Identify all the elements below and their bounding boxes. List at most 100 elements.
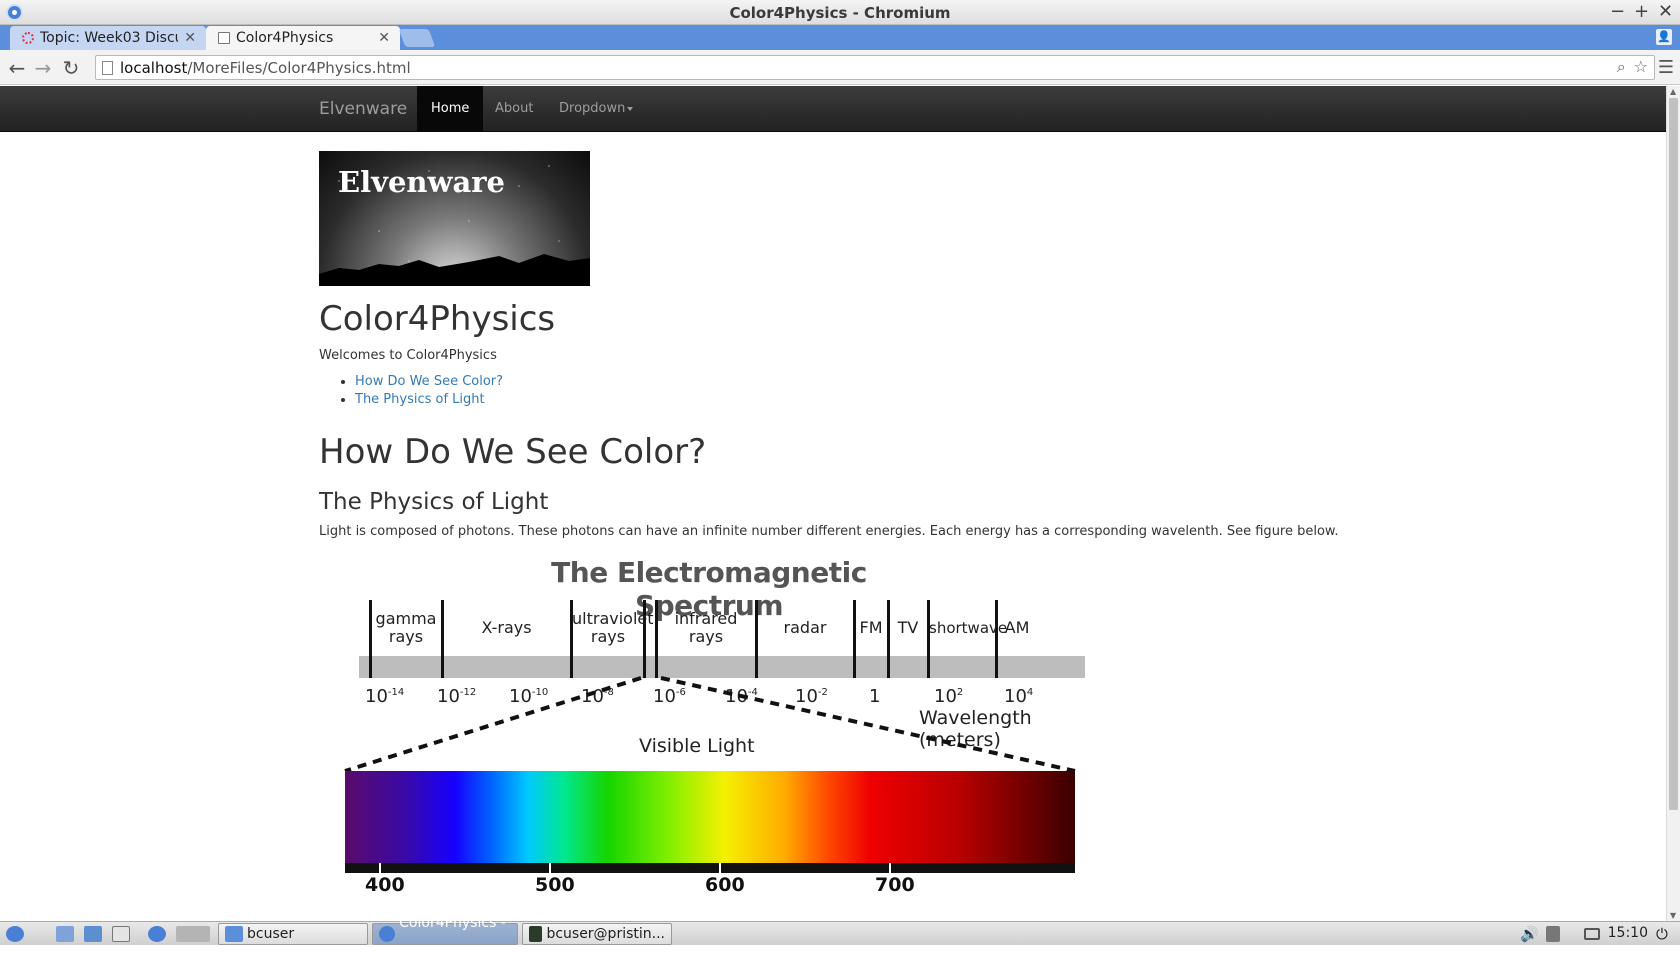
reload-icon[interactable]: ↻ — [62, 56, 80, 80]
band-label-am: AM — [1004, 618, 1030, 637]
desktop-icon[interactable] — [176, 924, 214, 944]
band-label-radar: radar — [783, 618, 827, 637]
wavelength-tick: 10-2 — [795, 686, 828, 707]
maximize-icon[interactable]: + — [1634, 1, 1650, 22]
site-navbar: Elvenware Home About Dropdown — [0, 86, 1666, 132]
page-icon — [218, 32, 230, 44]
url-text[interactable]: localhost/MoreFiles/Color4Physics.html — [120, 59, 411, 77]
network-icon[interactable] — [84, 924, 106, 944]
em-spectrum-figure: The Electromagnetic Spectrum gamma rays X… — [319, 556, 1099, 921]
toc-link-see-color[interactable]: How Do We See Color? — [355, 374, 504, 389]
section-heading-physics-light: The Physics of Light — [319, 489, 549, 515]
address-bar[interactable]: localhost/MoreFiles/Color4Physics.html ⌕… — [95, 55, 1655, 80]
profile-icon[interactable]: 👤 — [1656, 29, 1672, 45]
wavelength-tick: 10-14 — [365, 686, 405, 707]
chromium-icon — [379, 926, 396, 942]
terminal-icon — [529, 926, 543, 942]
page-title: Color4Physics — [319, 299, 556, 339]
tab-strip: Topic: Week03 Discu ✕ Color4Physics ✕ 👤 — [0, 25, 1680, 50]
scroll-down-icon[interactable]: ▼ — [1670, 911, 1677, 920]
caret-down-icon — [627, 106, 634, 111]
volume-icon[interactable]: 🔊 — [1520, 925, 1539, 943]
list-item: The Physics of Light — [355, 392, 503, 410]
clock: 15:10 — [1607, 925, 1648, 941]
page-info-icon[interactable] — [102, 61, 113, 75]
wavelength-tick: 1 — [869, 686, 881, 707]
visible-light-label: Visible Light — [639, 735, 755, 757]
band-divider — [655, 600, 658, 678]
navbar-brand[interactable]: Elvenware — [319, 99, 408, 119]
window-titlebar: Color4Physics - Chromium − + ✕ — [0, 0, 1680, 25]
visible-tick-label: 600 — [705, 874, 745, 896]
tab-close-icon[interactable]: ✕ — [378, 30, 390, 46]
search-icon[interactable]: ⌕ — [1616, 57, 1626, 76]
toc-list: How Do We See Color? The Physics of Ligh… — [355, 374, 503, 410]
zoom-dashed-lines — [344, 676, 1076, 773]
window-switch-icon[interactable] — [1584, 924, 1604, 944]
window-title: Color4Physics - Chromium — [729, 4, 951, 22]
band-divider — [887, 600, 890, 678]
wavelength-tick: 10-10 — [509, 686, 549, 707]
back-icon[interactable]: ← — [8, 56, 26, 80]
band-label-xrays: X-rays — [481, 618, 532, 637]
tab-close-icon[interactable]: ✕ — [184, 30, 196, 46]
visible-tick-label: 500 — [535, 874, 575, 896]
close-icon[interactable]: ✕ — [1658, 1, 1674, 22]
toc-link-physics-light[interactable]: The Physics of Light — [355, 392, 485, 407]
forward-icon[interactable]: → — [34, 56, 52, 80]
elvenware-logo: Elvenware — [319, 151, 590, 286]
minimize-icon[interactable]: − — [1610, 1, 1626, 22]
wavelength-axis-label: Wavelength (meters) — [919, 707, 1032, 751]
band-label-tv: TV — [897, 618, 919, 637]
band-label-fm: FM — [859, 618, 883, 637]
band-divider — [755, 600, 758, 678]
band-label-gamma: gamma rays — [375, 609, 437, 646]
welcome-text: Welcomes to Color4Physics — [319, 348, 497, 363]
tab-week03-discussion[interactable]: Topic: Week03 Discu ✕ — [10, 26, 206, 50]
band-label-ultraviolet: ultraviolet rays — [572, 609, 654, 646]
page-viewport: Elvenware Home About Dropdown Elvenware … — [0, 86, 1666, 921]
band-label-shortwave: shortwave — [929, 619, 1008, 637]
spectrum-band — [359, 656, 1085, 678]
nav-home[interactable]: Home — [417, 86, 484, 132]
scroll-up-icon[interactable]: ▲ — [1670, 87, 1677, 96]
nav-dropdown[interactable]: Dropdown — [545, 86, 647, 132]
visible-tick — [889, 863, 891, 873]
browser-toolbar: ← → ↻ localhost/MoreFiles/Color4Physics.… — [0, 50, 1680, 85]
menu-icon[interactable]: ☰ — [1657, 57, 1674, 78]
visible-tick-label: 400 — [365, 874, 405, 896]
band-divider — [995, 600, 998, 678]
terminal-launcher-icon[interactable] — [112, 924, 134, 944]
physics-paragraph: Light is composed of photons. These phot… — [319, 524, 1339, 539]
band-divider — [927, 600, 930, 678]
wavelength-tick: 102 — [934, 686, 964, 707]
browser-launcher-icon[interactable] — [148, 924, 170, 944]
os-taskbar: bcuser Color4Physics - ... bcuser@pristi… — [0, 915, 1680, 953]
taskbar-task-terminal[interactable]: bcuser@pristin... — [522, 923, 672, 945]
section-heading-see-color: How Do We See Color? — [319, 432, 707, 472]
band-label-infrared: infrared rays — [674, 609, 738, 646]
file-manager-icon[interactable] — [56, 924, 78, 944]
start-menu-icon[interactable] — [6, 924, 28, 944]
visible-axis — [345, 863, 1075, 873]
chromium-icon — [6, 4, 23, 21]
bookmark-star-icon[interactable]: ☆ — [1633, 57, 1648, 76]
list-item: How Do We See Color? — [355, 374, 503, 392]
scrollbar-thumb[interactable] — [1669, 98, 1678, 810]
tab-label: Color4Physics — [236, 30, 334, 46]
wavelength-tick: 10-12 — [437, 686, 477, 707]
folder-icon — [225, 926, 243, 942]
taskbar-task-chromium[interactable]: Color4Physics - ... — [372, 915, 518, 953]
taskbar-task-bcuser[interactable]: bcuser — [218, 923, 368, 945]
nav-about[interactable]: About — [495, 101, 534, 116]
page-scrollbar[interactable]: ▲ ▼ — [1666, 86, 1680, 921]
wavelength-tick: 10-8 — [581, 686, 614, 707]
new-tab-button[interactable] — [398, 29, 436, 47]
band-divider — [369, 600, 372, 678]
visible-tick-label: 700 — [875, 874, 915, 896]
tab-color4physics[interactable]: Color4Physics ✕ — [206, 26, 400, 50]
band-divider — [441, 600, 444, 678]
wavelength-tick: 10-6 — [653, 686, 686, 707]
power-icon[interactable]: ⏻ — [1656, 925, 1668, 943]
battery-icon[interactable] — [1546, 924, 1564, 944]
